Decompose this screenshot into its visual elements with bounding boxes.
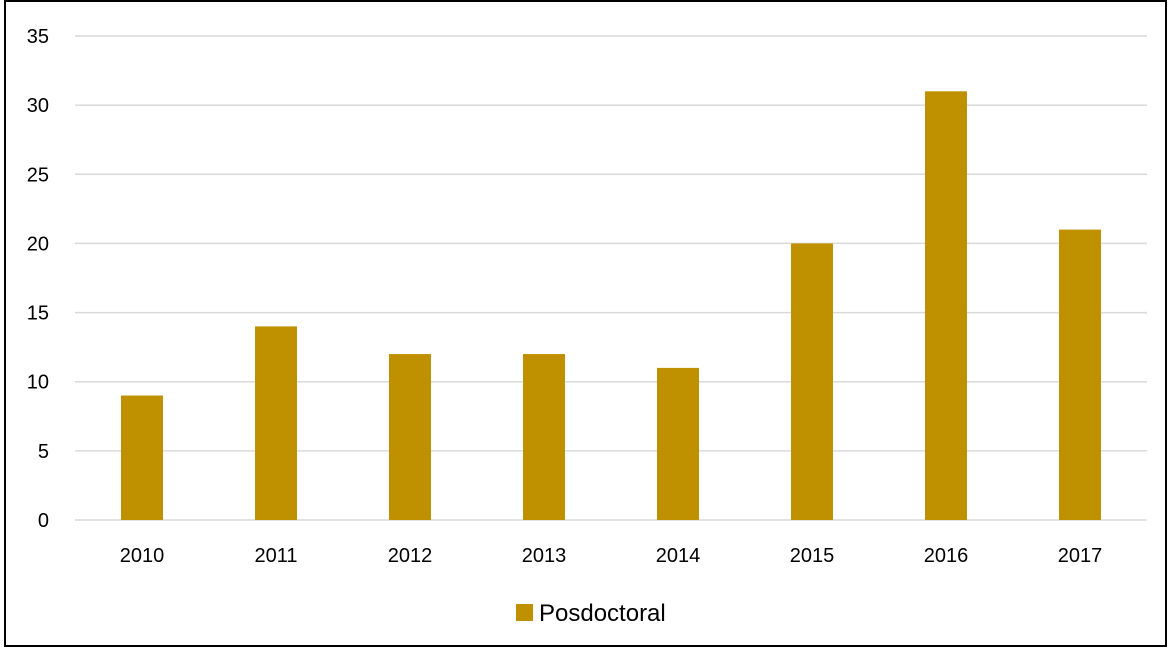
- y-tick-label: 5: [38, 441, 49, 463]
- y-tick-label: 10: [27, 372, 49, 394]
- bars: [121, 91, 1101, 521]
- x-tick-label: 2014: [656, 545, 701, 567]
- y-axis-tick-labels: 0 5 10 15 20 25 30 35: [27, 26, 49, 532]
- x-axis-tick-labels: 2010 2011 2012 2013 2014 2015 2016 2017: [120, 545, 1103, 567]
- bar-2016: [925, 91, 967, 521]
- bar-2011: [255, 326, 297, 520]
- bar-2014: [657, 367, 699, 520]
- legend: Posdoctoral: [516, 600, 666, 627]
- chart-frame: [4, 0, 1167, 647]
- x-tick-label: 2011: [254, 545, 297, 567]
- gridlines: [75, 35, 1147, 521]
- x-tick-label: 2010: [120, 545, 165, 567]
- x-tick-label: 2017: [1058, 545, 1103, 567]
- legend-swatch-posdoctoral: [516, 604, 533, 621]
- y-tick-label: 25: [27, 164, 49, 186]
- legend-label-posdoctoral: Posdoctoral: [539, 600, 666, 627]
- x-tick-label: 2013: [522, 545, 567, 567]
- y-tick-label: 20: [27, 233, 49, 255]
- bar-2012: [389, 354, 431, 520]
- bar-2013: [523, 354, 565, 520]
- y-tick-label: 35: [27, 26, 49, 48]
- x-tick-label: 2016: [924, 545, 969, 567]
- x-tick-label: 2012: [388, 545, 433, 567]
- bar-2010: [121, 395, 163, 520]
- bar-2015: [791, 243, 833, 520]
- y-tick-label: 30: [27, 95, 49, 117]
- y-tick-label: 15: [27, 303, 49, 325]
- bar-2017: [1059, 229, 1101, 520]
- y-tick-label: 0: [38, 510, 49, 532]
- x-tick-label: 2015: [790, 545, 835, 567]
